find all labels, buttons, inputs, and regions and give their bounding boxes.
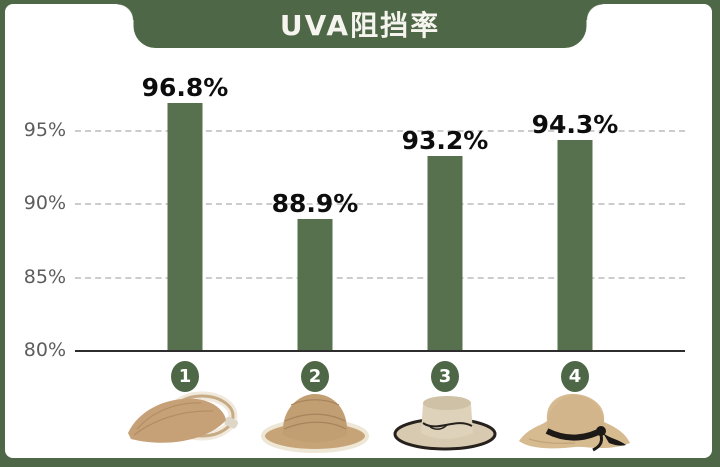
bar-4 <box>557 139 593 350</box>
rank-badge-2: 2 <box>301 361 329 392</box>
rank-badge-1: 1 <box>171 361 199 392</box>
bar-2 <box>297 219 333 350</box>
flat-top-straw-hat-icon <box>393 396 497 451</box>
bar-group-3: 93.2% 3 <box>379 0 511 467</box>
bar-group-2: 88.9% 2 <box>249 0 381 467</box>
bar-value-label: 96.8% <box>141 73 229 103</box>
chart-title: UVA阻挡率 <box>279 9 441 42</box>
straw-visor-icon <box>128 391 239 443</box>
y-axis-tick-label: 95% <box>23 118 66 141</box>
chart-card <box>5 4 712 458</box>
straw-bucket-hat-icon <box>261 394 369 453</box>
hat-2-straw-bucket-hat-image <box>255 389 375 455</box>
bar-value-label: 88.9% <box>271 189 359 219</box>
bar-group-1: 96.8% 1 <box>119 0 251 467</box>
bar-value-label: 93.2% <box>401 125 489 155</box>
y-axis-tick-label: 90% <box>23 192 66 214</box>
x-axis-baseline <box>75 350 685 352</box>
wide-brim-straw-hat-icon <box>519 393 630 452</box>
hat-4-wide-brim-straw-hat-image <box>515 389 635 455</box>
hat-1-straw-visor-image <box>125 389 245 455</box>
bar-value-label: 94.3% <box>531 109 619 139</box>
gridline-95 <box>75 129 685 132</box>
bar-1 <box>167 103 203 350</box>
title-banner: UVA阻挡率 <box>117 0 603 48</box>
rank-badge-number: 3 <box>438 366 452 387</box>
rank-badge-number: 2 <box>308 366 322 387</box>
rank-badge-number: 1 <box>178 366 192 387</box>
rank-badge-3: 3 <box>431 361 459 392</box>
bar-3 <box>427 155 463 350</box>
hat-3-flat-top-straw-hat-image <box>385 389 505 455</box>
gridline-90 <box>75 203 685 205</box>
gridline-85 <box>75 276 685 279</box>
y-axis-tick-label: 85% <box>23 265 66 288</box>
rank-badge-number: 4 <box>568 366 582 387</box>
rank-badge-4: 4 <box>561 361 589 392</box>
bar-group-4: 94.3% 4 <box>509 0 641 467</box>
y-axis-tick-label: 80% <box>23 339 66 361</box>
